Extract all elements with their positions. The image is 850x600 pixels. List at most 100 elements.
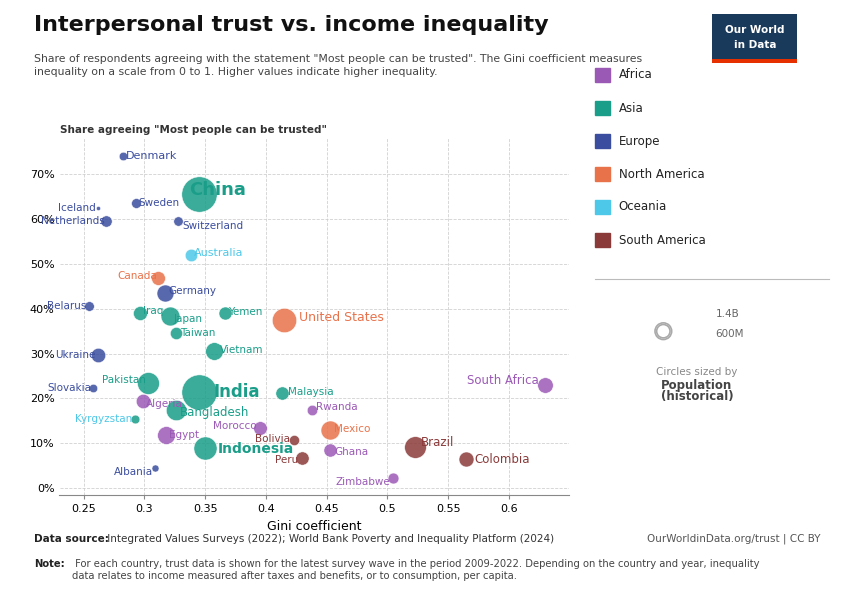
Text: Germany: Germany	[169, 286, 217, 296]
Text: Africa: Africa	[619, 68, 653, 82]
Text: Switzerland: Switzerland	[182, 221, 243, 230]
Point	[160, 430, 173, 440]
Text: Slovakia: Slovakia	[47, 383, 91, 392]
Text: Rwanda: Rwanda	[315, 403, 357, 412]
Text: China: China	[189, 181, 246, 199]
Text: Our World: Our World	[725, 25, 785, 35]
Text: Asia: Asia	[619, 101, 643, 115]
Bar	[712, 59, 797, 63]
Text: India: India	[213, 383, 260, 401]
Text: Colombia: Colombia	[475, 452, 530, 466]
Point	[305, 405, 319, 415]
Point	[151, 274, 165, 283]
Text: Indonesia: Indonesia	[218, 442, 293, 456]
Text: United States: United States	[298, 311, 383, 324]
X-axis label: Gini coefficient: Gini coefficient	[267, 520, 362, 533]
Text: Albania: Albania	[114, 467, 153, 477]
Text: (historical): (historical)	[660, 389, 734, 403]
Text: Kyrgyzstan: Kyrgyzstan	[75, 413, 133, 424]
Text: Australia: Australia	[195, 248, 244, 258]
Text: Ukraine: Ukraine	[55, 350, 96, 360]
Point	[287, 436, 301, 445]
Point	[149, 463, 162, 473]
Text: Ghana: Ghana	[334, 447, 368, 457]
Point	[253, 423, 267, 433]
Point	[296, 453, 309, 463]
Point	[656, 326, 670, 336]
Point	[169, 329, 183, 338]
Text: Yemen: Yemen	[229, 307, 263, 317]
Point	[538, 380, 552, 390]
Text: Denmark: Denmark	[127, 151, 178, 161]
Text: Circles sized by: Circles sized by	[656, 367, 738, 377]
Text: Bangladesh: Bangladesh	[179, 406, 249, 419]
Text: 1.4B: 1.4B	[716, 309, 740, 319]
Text: Share of respondents agreeing with the statement "Most people can be trusted". T: Share of respondents agreeing with the s…	[34, 54, 642, 77]
Point	[387, 473, 400, 483]
Point	[324, 425, 337, 434]
Text: Share agreeing "Most people can be trusted": Share agreeing "Most people can be trust…	[60, 125, 326, 135]
Point	[218, 308, 231, 318]
Point	[99, 216, 112, 226]
Point	[163, 311, 177, 321]
Text: Malaysia: Malaysia	[288, 387, 333, 397]
Text: in Data: in Data	[734, 40, 776, 50]
Point	[460, 454, 473, 464]
Text: South America: South America	[619, 233, 706, 247]
Text: Population: Population	[661, 379, 733, 392]
Text: Algeria: Algeria	[145, 399, 183, 409]
Point	[207, 346, 220, 356]
Point	[82, 302, 95, 311]
Text: Sweden: Sweden	[139, 198, 179, 208]
Text: For each country, trust data is shown for the latest survey wave in the period 2: For each country, trust data is shown fo…	[72, 559, 760, 581]
Text: Interpersonal trust vs. income inequality: Interpersonal trust vs. income inequalit…	[34, 15, 548, 35]
Point	[169, 405, 183, 415]
Point	[184, 250, 197, 260]
Text: Europe: Europe	[619, 134, 660, 148]
Text: Belarus: Belarus	[47, 301, 86, 311]
Text: North America: North America	[619, 167, 705, 181]
Point	[192, 387, 206, 397]
Text: Note:: Note:	[34, 559, 65, 569]
Text: Iceland: Iceland	[58, 203, 96, 212]
Point	[409, 442, 422, 452]
Point	[116, 151, 129, 161]
Point	[192, 190, 206, 199]
Text: Oceania: Oceania	[619, 200, 667, 214]
Point	[87, 383, 100, 392]
Text: Integrated Values Surveys (2022); World Bank Poverty and Inequality Platform (20: Integrated Values Surveys (2022); World …	[104, 534, 554, 544]
Point	[158, 288, 172, 298]
Point	[92, 350, 105, 359]
Point	[133, 308, 146, 318]
Text: Brazil: Brazil	[422, 436, 455, 449]
Point	[128, 414, 142, 424]
Text: Netherlands: Netherlands	[41, 215, 105, 226]
Text: Mexico: Mexico	[334, 424, 371, 434]
Text: Data source:: Data source:	[34, 534, 109, 544]
Text: Egypt: Egypt	[169, 430, 199, 440]
Point	[324, 445, 337, 455]
Text: Iraq: Iraq	[144, 307, 164, 316]
Text: Bolivia: Bolivia	[255, 434, 290, 444]
Point	[275, 388, 288, 398]
Text: Peru: Peru	[275, 455, 298, 466]
FancyBboxPatch shape	[712, 14, 797, 63]
Text: Zimbabwe: Zimbabwe	[335, 478, 390, 487]
Text: Vietnam: Vietnam	[220, 344, 264, 355]
Point	[141, 378, 155, 388]
Point	[656, 326, 670, 336]
Text: Canada: Canada	[117, 271, 156, 281]
Text: Pakistan: Pakistan	[102, 375, 145, 385]
Point	[129, 199, 143, 208]
Text: Taiwan: Taiwan	[179, 328, 215, 338]
Text: South Africa: South Africa	[468, 374, 539, 387]
Point	[137, 396, 150, 406]
Text: 600M: 600M	[716, 329, 745, 340]
Point	[198, 443, 212, 452]
Text: OurWorldinData.org/trust | CC BY: OurWorldinData.org/trust | CC BY	[647, 534, 820, 545]
Text: Japan: Japan	[173, 314, 202, 323]
Text: Morocco: Morocco	[212, 421, 256, 431]
Point	[277, 315, 291, 325]
Point	[92, 203, 105, 212]
Point	[172, 216, 185, 226]
